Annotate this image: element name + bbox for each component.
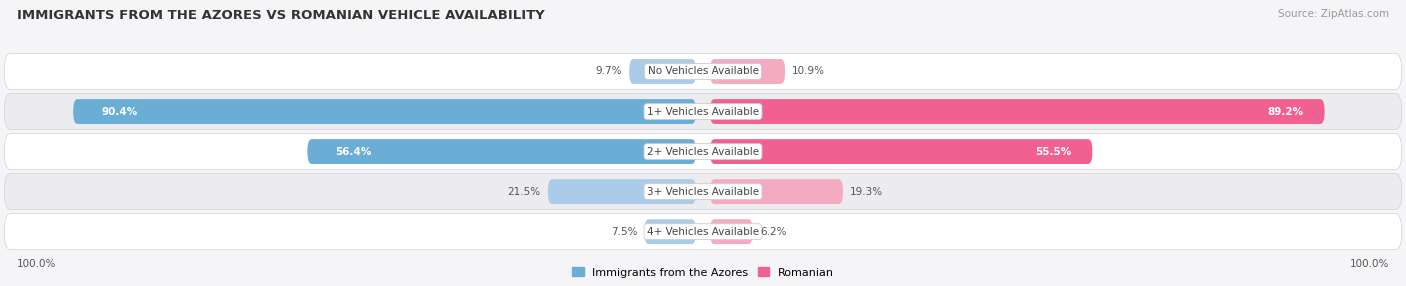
Text: 21.5%: 21.5% [508, 187, 541, 196]
FancyBboxPatch shape [4, 214, 1402, 250]
FancyBboxPatch shape [4, 53, 1402, 90]
Text: 90.4%: 90.4% [101, 107, 138, 116]
Legend: Immigrants from the Azores, Romanian: Immigrants from the Azores, Romanian [572, 267, 834, 278]
Text: IMMIGRANTS FROM THE AZORES VS ROMANIAN VEHICLE AVAILABILITY: IMMIGRANTS FROM THE AZORES VS ROMANIAN V… [17, 9, 544, 21]
Text: 100.0%: 100.0% [17, 259, 56, 269]
FancyBboxPatch shape [644, 219, 696, 244]
Text: Source: ZipAtlas.com: Source: ZipAtlas.com [1278, 9, 1389, 19]
Text: 1+ Vehicles Available: 1+ Vehicles Available [647, 107, 759, 116]
Text: 2+ Vehicles Available: 2+ Vehicles Available [647, 147, 759, 156]
FancyBboxPatch shape [548, 179, 696, 204]
FancyBboxPatch shape [710, 99, 1324, 124]
FancyBboxPatch shape [4, 134, 1402, 170]
Text: 9.7%: 9.7% [596, 67, 621, 76]
Text: No Vehicles Available: No Vehicles Available [648, 67, 758, 76]
FancyBboxPatch shape [628, 59, 696, 84]
Text: 100.0%: 100.0% [1350, 259, 1389, 269]
FancyBboxPatch shape [710, 139, 1092, 164]
Text: 3+ Vehicles Available: 3+ Vehicles Available [647, 187, 759, 196]
Text: 7.5%: 7.5% [610, 227, 637, 237]
Text: 10.9%: 10.9% [792, 67, 825, 76]
FancyBboxPatch shape [4, 94, 1402, 130]
FancyBboxPatch shape [710, 219, 752, 244]
Text: 19.3%: 19.3% [851, 187, 883, 196]
FancyBboxPatch shape [710, 179, 844, 204]
FancyBboxPatch shape [4, 174, 1402, 210]
FancyBboxPatch shape [73, 99, 696, 124]
Text: 6.2%: 6.2% [759, 227, 786, 237]
Text: 55.5%: 55.5% [1035, 147, 1071, 156]
Text: 4+ Vehicles Available: 4+ Vehicles Available [647, 227, 759, 237]
FancyBboxPatch shape [308, 139, 696, 164]
Text: 89.2%: 89.2% [1267, 107, 1303, 116]
Text: 56.4%: 56.4% [336, 147, 373, 156]
FancyBboxPatch shape [710, 59, 785, 84]
